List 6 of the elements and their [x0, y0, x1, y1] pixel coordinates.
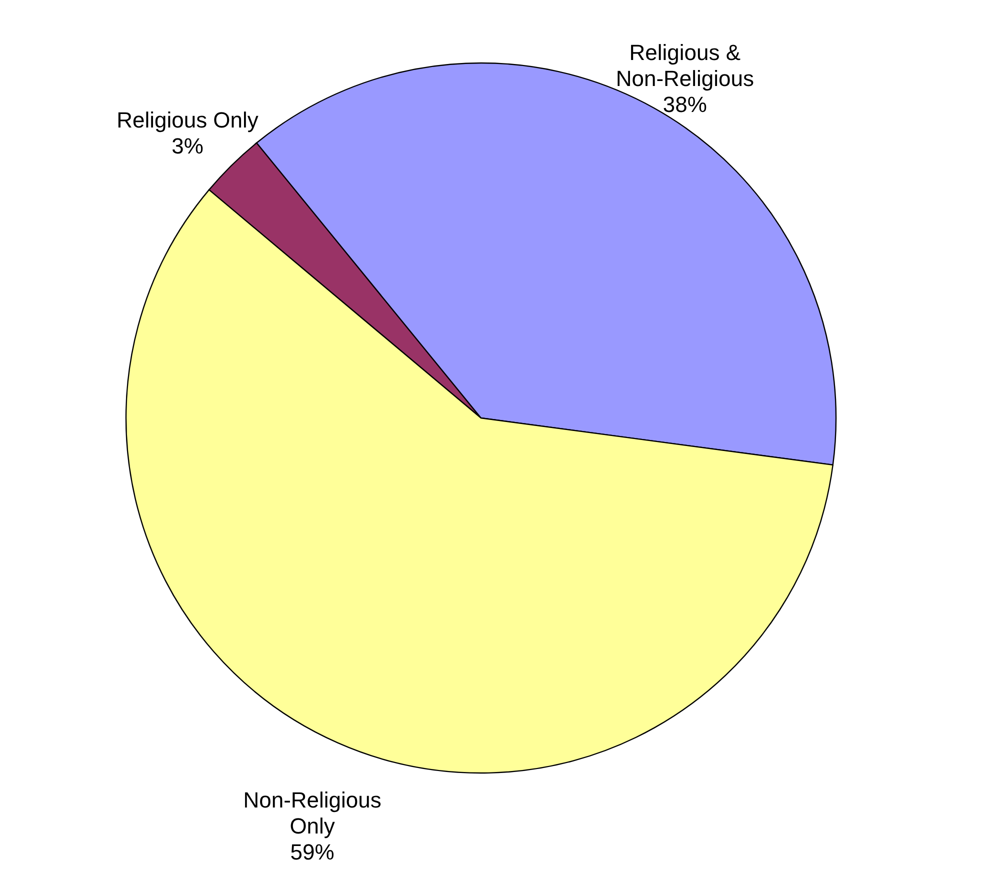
slice-label: Religious Only [116, 107, 258, 132]
data-label: 3% [172, 133, 204, 158]
data-label: 59% [290, 839, 334, 864]
data-label: 38% [662, 92, 707, 118]
slice-label: Religious & Non-Religious [616, 40, 754, 92]
slice-label: Non-Religious Only [243, 787, 382, 838]
